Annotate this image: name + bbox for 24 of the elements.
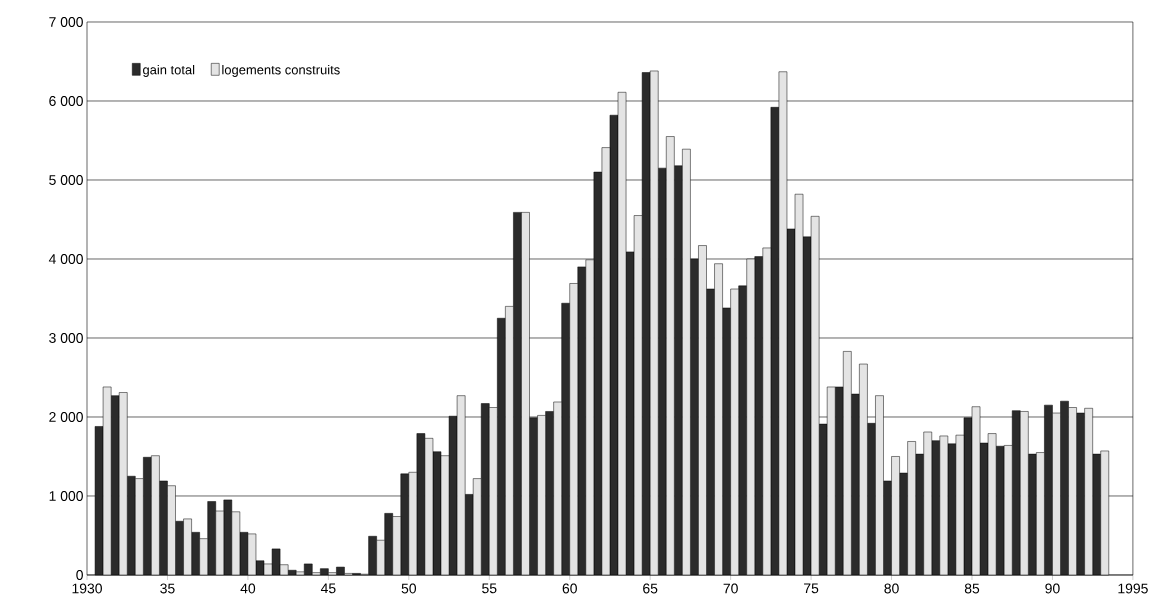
x-tick-label: 65 [643,583,658,594]
x-tick-label: 1930 [72,583,102,594]
x-tick-label: 50 [401,583,417,594]
y-tick-label: 7 000 [49,17,83,27]
x-tick-label: 85 [964,583,980,594]
y-tick-label: 6 000 [49,96,83,106]
legend-label: logements construits [222,64,340,77]
x-tick-label: 35 [160,583,175,594]
legend-label: gain total [143,64,195,77]
y-tick-label: 1 000 [49,491,83,501]
y-tick-label: 4 000 [48,254,83,264]
y-tick-label: 3 000 [49,333,83,343]
x-tick-label: 60 [562,583,577,594]
y-tick-label: 2 000 [49,412,83,422]
x-tick-label: 75 [804,583,819,594]
x-tick-label: 55 [482,583,497,594]
x-tick-label: 1995 [1118,583,1148,594]
x-tick-label: 90 [1045,583,1060,594]
x-tick-label: 70 [723,583,738,594]
x-tick-label: 40 [240,583,256,594]
y-tick-label: 0 [76,570,83,580]
y-tick-label: 5 000 [49,175,83,185]
x-tick-label: 80 [884,583,899,594]
x-tick-label: 45 [320,583,336,594]
